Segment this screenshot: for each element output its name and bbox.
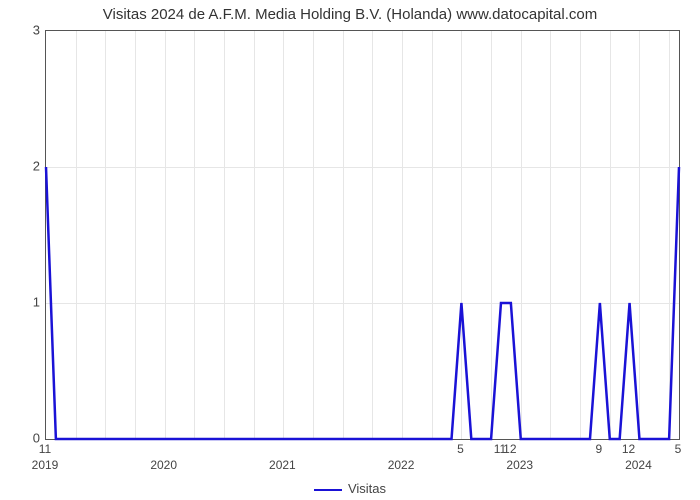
x-year-label: 2021 bbox=[269, 458, 296, 472]
y-tick-label: 3 bbox=[28, 23, 40, 38]
x-value-label: 12 bbox=[503, 442, 516, 456]
x-year-label: 2019 bbox=[32, 458, 59, 472]
plot-area bbox=[45, 30, 680, 440]
x-year-label: 2020 bbox=[150, 458, 177, 472]
x-year-label: 2023 bbox=[506, 458, 533, 472]
legend-label: Visitas bbox=[348, 481, 386, 496]
chart-title: Visitas 2024 de A.F.M. Media Holding B.V… bbox=[0, 6, 700, 23]
y-tick-label: 2 bbox=[28, 159, 40, 174]
legend-swatch bbox=[314, 489, 342, 491]
x-year-label: 2022 bbox=[388, 458, 415, 472]
series-line bbox=[46, 31, 679, 439]
x-value-label: 12 bbox=[622, 442, 635, 456]
y-tick-label: 1 bbox=[28, 295, 40, 310]
x-value-label: 5 bbox=[457, 442, 464, 456]
legend: Visitas bbox=[0, 481, 700, 496]
x-year-label: 2024 bbox=[625, 458, 652, 472]
x-value-label: 9 bbox=[596, 442, 603, 456]
x-value-label: 11 bbox=[39, 442, 51, 456]
x-value-label: 5 bbox=[675, 442, 682, 456]
